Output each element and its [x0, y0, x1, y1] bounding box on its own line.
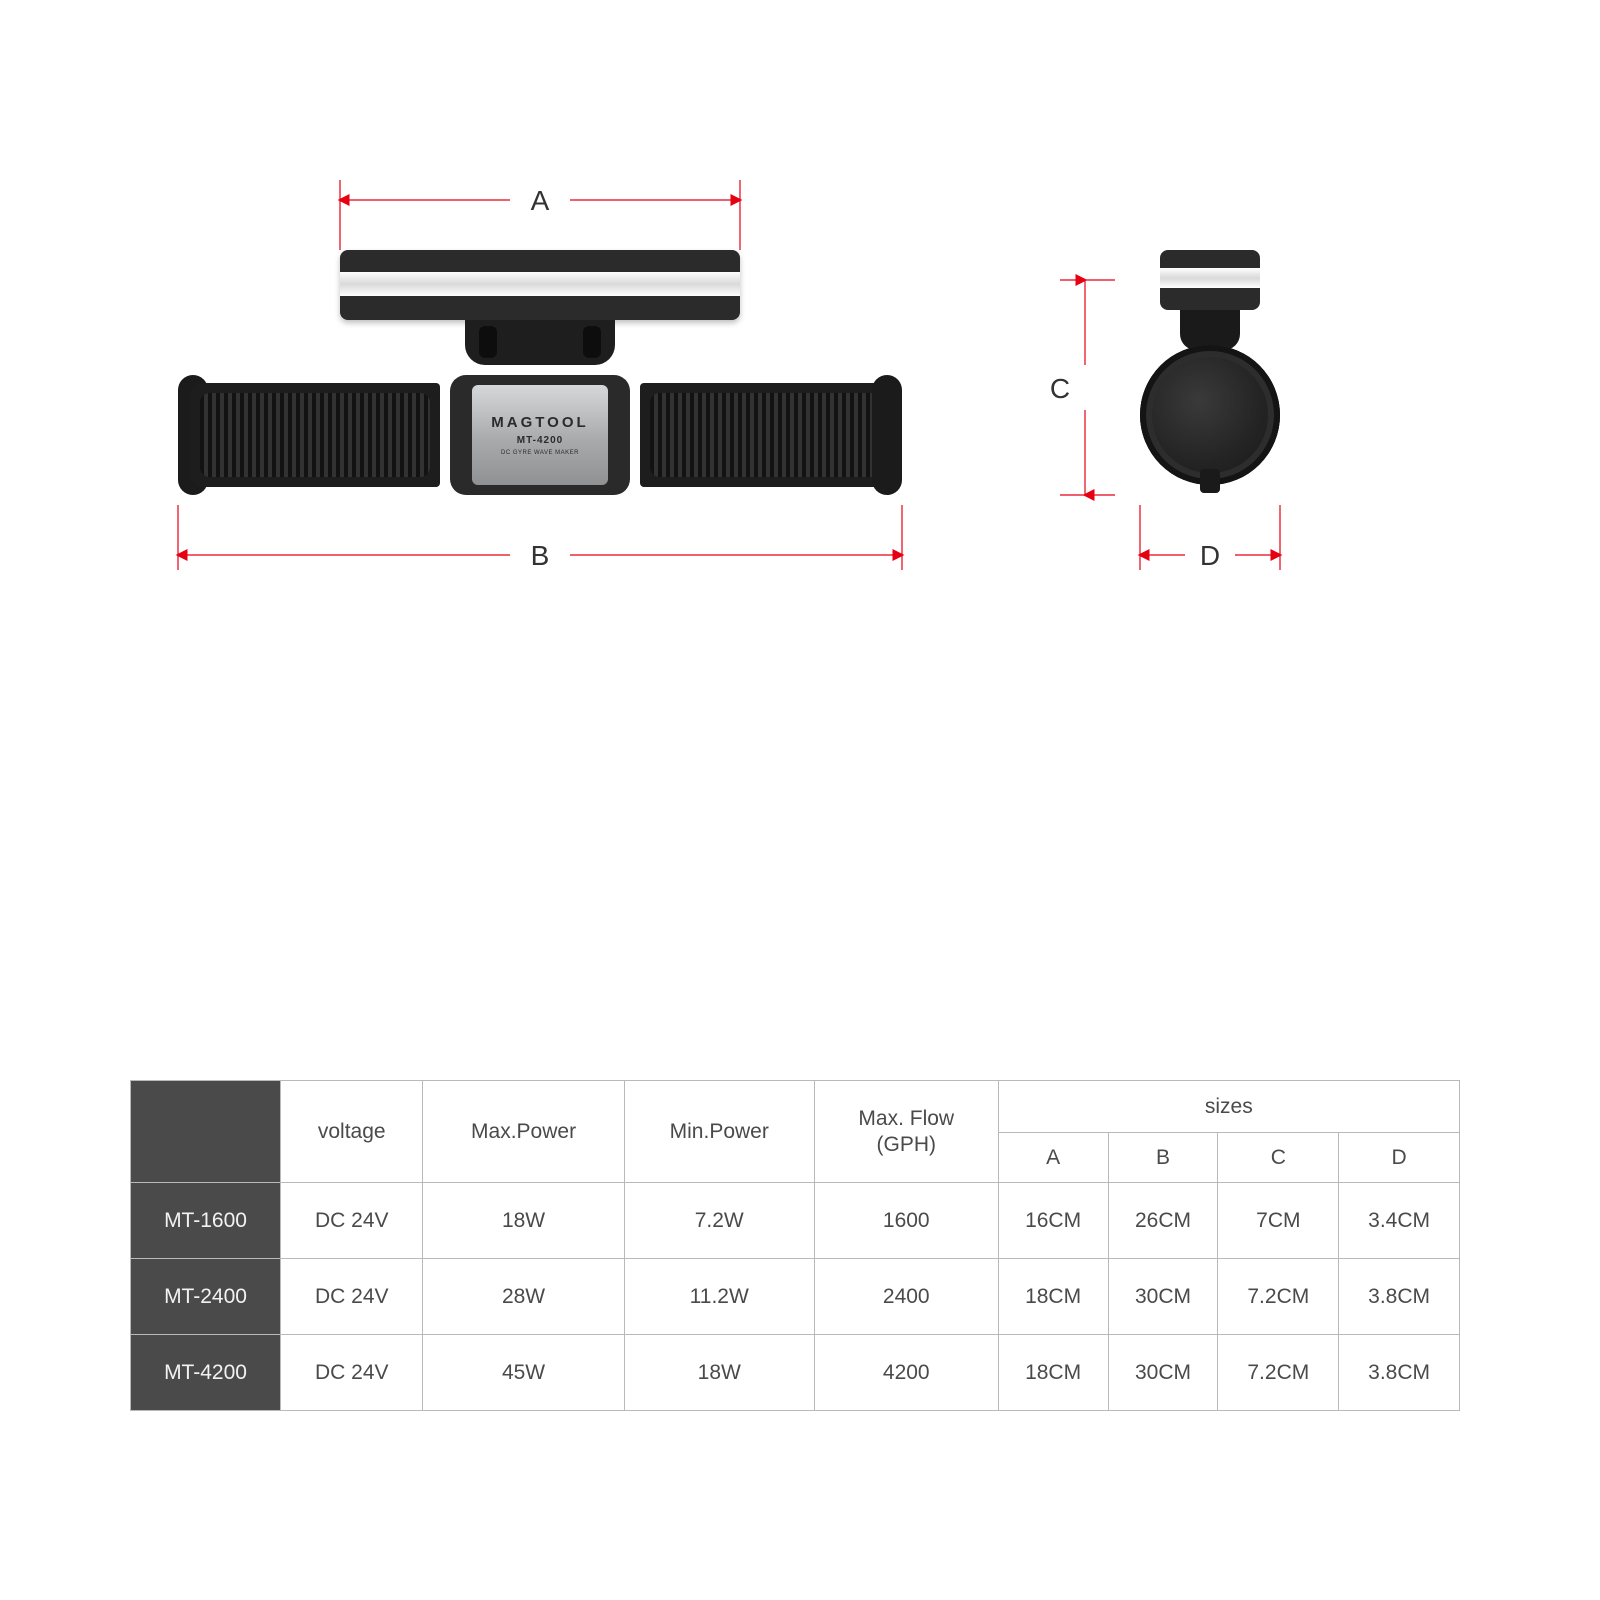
cell-size-B: 30CM [1108, 1335, 1218, 1411]
side-pump-body [1140, 345, 1280, 485]
cell-minpower: 7.2W [624, 1183, 814, 1259]
col-sizes: sizes [998, 1081, 1459, 1133]
cell-minpower: 11.2W [624, 1259, 814, 1335]
table-corner [131, 1081, 281, 1183]
tube-grille-right [640, 383, 890, 487]
cell-size-A: 18CM [998, 1335, 1108, 1411]
pump-tube: MAGTOOL MT-4200 DC GYRE WAVE MAKER [190, 375, 890, 495]
row-id: MT-1600 [131, 1183, 281, 1259]
cell-size-A: 18CM [998, 1259, 1108, 1335]
cell-size-B: 26CM [1108, 1183, 1218, 1259]
spec-table: voltage Max.Power Min.Power Max. Flow(GP… [130, 1080, 1460, 1411]
canvas: A B C D [0, 0, 1600, 1600]
dimension-C: C [1050, 280, 1115, 495]
col-voltage: voltage [281, 1081, 423, 1183]
product-side-view [1120, 250, 1300, 550]
cell-minpower: 18W [624, 1335, 814, 1411]
motor-label-plate: MAGTOOL MT-4200 DC GYRE WAVE MAKER [472, 385, 608, 485]
table-row: MT-2400 DC 24V 28W 11.2W 2400 18CM 30CM … [131, 1259, 1460, 1335]
col-minpower: Min.Power [624, 1081, 814, 1183]
model-text: MT-4200 [517, 435, 563, 446]
cell-voltage: DC 24V [281, 1183, 423, 1259]
cell-voltage: DC 24V [281, 1335, 423, 1411]
dimension-A-label: A [531, 185, 550, 216]
tube-endcap-right [872, 375, 902, 495]
table-row: MT-1600 DC 24V 18W 7.2W 1600 16CM 26CM 7… [131, 1183, 1460, 1259]
table-row: MT-4200 DC 24V 45W 18W 4200 18CM 30CM 7.… [131, 1335, 1460, 1411]
cell-size-D: 3.8CM [1339, 1335, 1460, 1411]
motor-housing: MAGTOOL MT-4200 DC GYRE WAVE MAKER [450, 375, 630, 495]
col-maxpower: Max.Power [423, 1081, 624, 1183]
col-size-C: C [1218, 1133, 1339, 1183]
cell-size-C: 7.2CM [1218, 1259, 1339, 1335]
subtitle-text: DC GYRE WAVE MAKER [501, 450, 579, 456]
row-id: MT-4200 [131, 1335, 281, 1411]
cell-size-D: 3.4CM [1339, 1183, 1460, 1259]
cell-maxflow: 1600 [814, 1183, 998, 1259]
side-hinge [1180, 310, 1240, 350]
cell-voltage: DC 24V [281, 1259, 423, 1335]
row-id: MT-2400 [131, 1259, 281, 1335]
dimension-A: A [340, 180, 740, 250]
cell-size-A: 16CM [998, 1183, 1108, 1259]
dimension-C-label: C [1050, 373, 1070, 404]
cell-maxflow: 4200 [814, 1335, 998, 1411]
side-mount-bracket [1160, 250, 1260, 310]
col-size-B: B [1108, 1133, 1218, 1183]
cell-size-B: 30CM [1108, 1259, 1218, 1335]
cell-maxpower: 28W [423, 1259, 624, 1335]
mount-hinge [465, 320, 615, 365]
cell-maxpower: 45W [423, 1335, 624, 1411]
cell-maxflow: 2400 [814, 1259, 998, 1335]
col-size-D: D [1339, 1133, 1460, 1183]
cell-size-C: 7.2CM [1218, 1335, 1339, 1411]
col-maxflow: Max. Flow(GPH) [814, 1081, 998, 1183]
tube-grille-left [190, 383, 440, 487]
table-header-row-1: voltage Max.Power Min.Power Max. Flow(GP… [131, 1081, 1460, 1133]
cell-maxpower: 18W [423, 1183, 624, 1259]
cell-size-D: 3.8CM [1339, 1259, 1460, 1335]
brand-text: MAGTOOL [491, 414, 588, 431]
mount-bracket [340, 250, 740, 320]
product-front-view: MAGTOOL MT-4200 DC GYRE WAVE MAKER [190, 250, 890, 550]
cell-size-C: 7CM [1218, 1183, 1339, 1259]
col-size-A: A [998, 1133, 1108, 1183]
